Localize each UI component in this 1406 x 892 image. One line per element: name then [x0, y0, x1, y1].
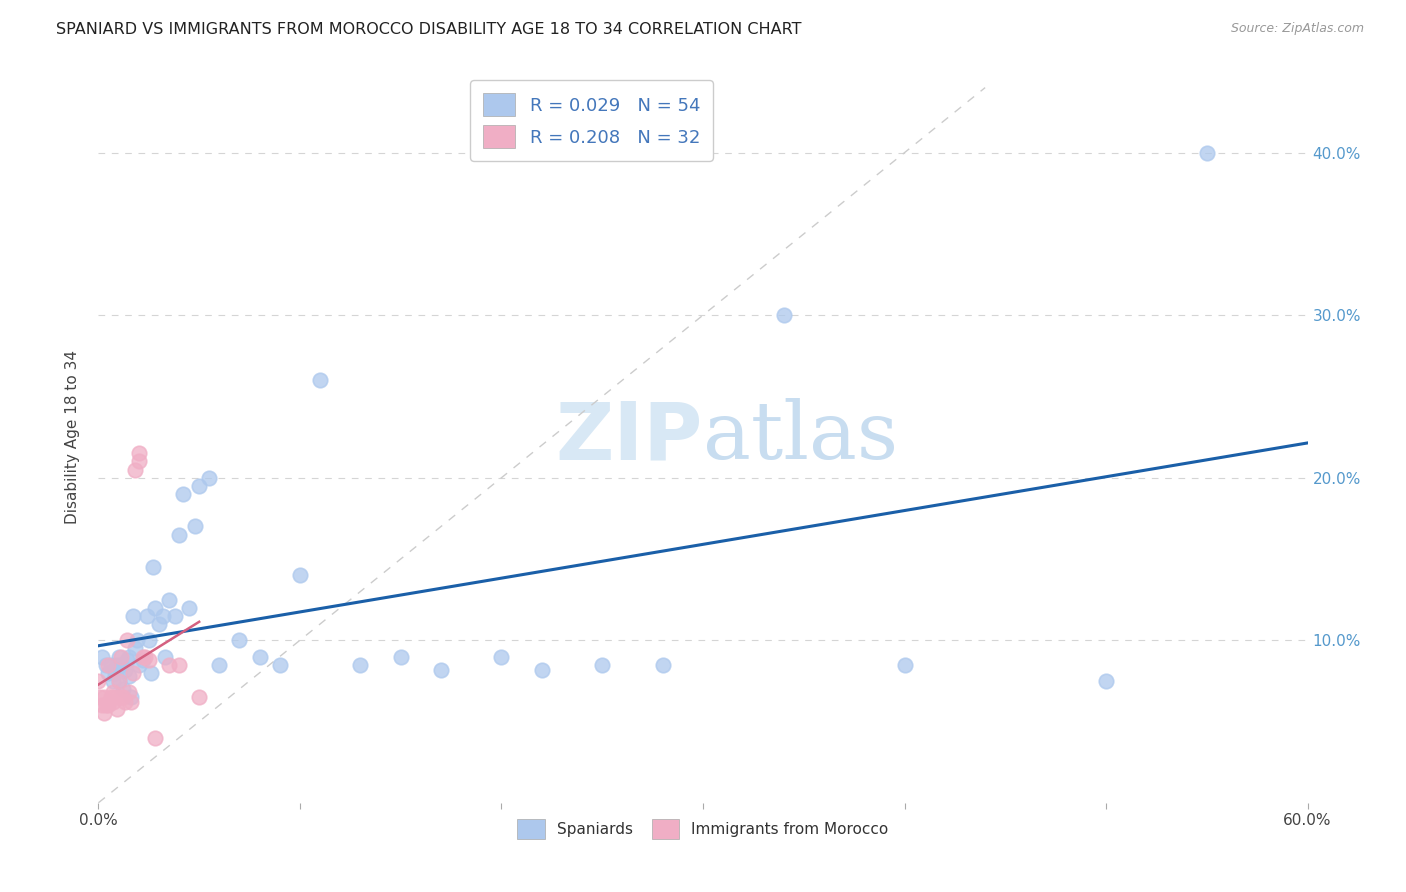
Point: [115, 653, 138, 667]
Point: [772, 308, 794, 322]
Point: [893, 657, 915, 672]
Point: [172, 487, 194, 501]
Point: [143, 600, 166, 615]
Y-axis label: Disability Age 18 to 34: Disability Age 18 to 34: [65, 350, 80, 524]
Point: [120, 690, 142, 705]
Point: [110, 657, 132, 672]
Point: [93, 690, 115, 705]
Point: [135, 608, 157, 623]
Point: [491, 649, 513, 664]
Point: [132, 653, 155, 667]
Point: [143, 731, 166, 745]
Point: [184, 519, 207, 533]
Point: [101, 673, 124, 688]
Point: [530, 663, 553, 677]
Point: [125, 633, 148, 648]
Point: [100, 657, 122, 672]
Point: [87, 673, 110, 688]
Point: [249, 649, 271, 664]
Point: [91, 649, 114, 664]
Legend: Spaniards, Immigrants from Morocco: Spaniards, Immigrants from Morocco: [510, 812, 896, 847]
Point: [269, 657, 291, 672]
Point: [188, 479, 211, 493]
Text: ZIP: ZIP: [555, 398, 703, 476]
Point: [103, 665, 125, 680]
Point: [591, 657, 613, 672]
Point: [118, 685, 141, 699]
Point: [107, 673, 129, 688]
Point: [105, 701, 128, 715]
Point: [128, 446, 150, 460]
Point: [103, 690, 125, 705]
Point: [167, 657, 190, 672]
Point: [111, 681, 134, 696]
Point: [107, 673, 129, 688]
Point: [349, 657, 371, 672]
Point: [430, 663, 453, 677]
Point: [97, 698, 120, 713]
Point: [124, 462, 146, 476]
Point: [107, 649, 129, 664]
Point: [651, 657, 673, 672]
Point: [96, 657, 118, 672]
Point: [89, 690, 111, 705]
Point: [152, 608, 174, 623]
Point: [110, 649, 132, 664]
Point: [118, 669, 141, 683]
Point: [124, 641, 146, 656]
Point: [153, 649, 176, 664]
Point: [167, 527, 190, 541]
Point: [110, 690, 132, 705]
Point: [138, 633, 160, 648]
Point: [96, 698, 118, 713]
Point: [198, 471, 221, 485]
Point: [157, 592, 180, 607]
Point: [228, 633, 250, 648]
Point: [105, 657, 128, 672]
Point: [97, 665, 120, 680]
Point: [91, 698, 114, 713]
Point: [1195, 145, 1218, 160]
Point: [114, 663, 136, 677]
Text: SPANIARD VS IMMIGRANTS FROM MOROCCO DISABILITY AGE 18 TO 34 CORRELATION CHART: SPANIARD VS IMMIGRANTS FROM MOROCCO DISA…: [56, 22, 801, 37]
Point: [115, 633, 138, 648]
Point: [179, 600, 201, 615]
Point: [157, 657, 180, 672]
Point: [188, 690, 211, 705]
Point: [101, 685, 124, 699]
Point: [128, 454, 150, 468]
Point: [163, 608, 186, 623]
Point: [138, 653, 160, 667]
Point: [132, 649, 155, 664]
Point: [118, 649, 141, 664]
Point: [121, 665, 143, 680]
Text: atlas: atlas: [703, 398, 898, 476]
Point: [1095, 673, 1118, 688]
Text: Source: ZipAtlas.com: Source: ZipAtlas.com: [1230, 22, 1364, 36]
Point: [142, 560, 165, 574]
Point: [148, 617, 170, 632]
Point: [389, 649, 412, 664]
Point: [121, 608, 143, 623]
Point: [93, 706, 115, 721]
Point: [128, 657, 150, 672]
Point: [100, 690, 122, 705]
Point: [101, 695, 124, 709]
Point: [134, 649, 156, 664]
Point: [208, 657, 231, 672]
Point: [114, 695, 136, 709]
Point: [97, 657, 120, 672]
Point: [139, 665, 162, 680]
Point: [288, 568, 311, 582]
Point: [111, 690, 134, 705]
Point: [120, 695, 142, 709]
Point: [309, 373, 332, 387]
